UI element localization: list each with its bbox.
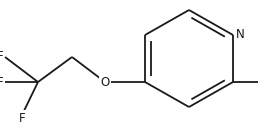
Text: F: F [0, 51, 3, 63]
Text: N: N [236, 29, 245, 41]
Text: F: F [0, 76, 3, 88]
Text: F: F [19, 112, 25, 124]
Text: O: O [100, 76, 110, 88]
